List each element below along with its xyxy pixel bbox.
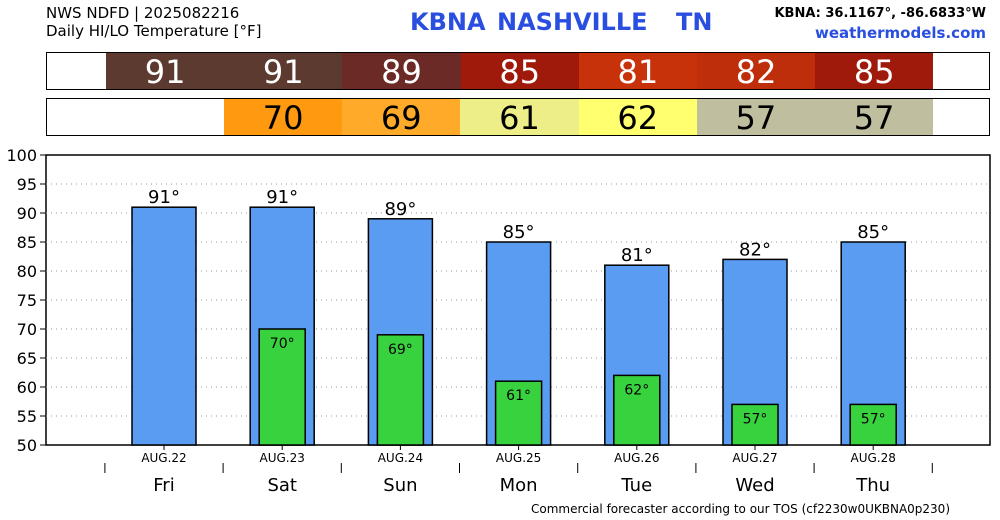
high-value-label: 82° — [739, 239, 771, 260]
day-label: Thu — [855, 475, 890, 496]
y-tick-label: 75 — [17, 291, 37, 310]
low-bar — [494, 380, 543, 446]
low-value-label: 69° — [388, 342, 413, 358]
hi_strip-cell: 85 — [815, 53, 934, 91]
y-tick-label: 65 — [17, 349, 37, 368]
high-value-label: 81° — [621, 245, 653, 266]
high-value-label: 85° — [503, 222, 535, 243]
low-bar — [258, 328, 306, 446]
y-tick-label: 80 — [17, 262, 37, 281]
day-label: Wed — [735, 475, 774, 496]
station-coordinates: KBNA: 36.1167°, -86.6833°W — [774, 6, 986, 21]
high-value-label: 91° — [266, 187, 298, 208]
date-label: AUG.28 — [851, 451, 896, 465]
day-label: Mon — [500, 475, 538, 496]
lo_strip-cell: 57 — [815, 99, 934, 137]
y-tick-label: 90 — [17, 204, 37, 223]
low-value-label: 61° — [506, 388, 531, 404]
low-value-label: 70° — [270, 336, 295, 352]
product-title: NWS NDFD | 2025082216 — [46, 4, 240, 22]
y-tick-label: 85 — [17, 233, 37, 252]
date-label: AUG.22 — [141, 451, 186, 465]
day-label: Sat — [267, 475, 297, 496]
hi_strip-cell: 85 — [460, 53, 579, 91]
hi_strip-cell: 91 — [224, 53, 343, 91]
hi_strip-cell: 91 — [106, 53, 225, 91]
y-tick-label: 60 — [17, 378, 37, 397]
low-temp-strip: 70 69 61 62 57 57 — [46, 98, 990, 137]
lo_strip-cell: 57 — [696, 99, 815, 137]
low-value-label: 57° — [861, 411, 886, 427]
day-label: Sun — [383, 475, 417, 496]
date-label: AUG.27 — [732, 451, 777, 465]
low-bar — [376, 334, 425, 446]
hi_strip-cell: 82 — [697, 53, 816, 91]
lo_strip-cell: 62 — [578, 99, 697, 137]
low-value-label: 57° — [743, 411, 768, 427]
station-id: KBNA — [410, 8, 486, 36]
date-label: AUG.26 — [614, 451, 659, 465]
high-value-label: 85° — [857, 222, 889, 243]
low-value-label: 62° — [624, 382, 649, 398]
city-name: NASHVILLE — [497, 8, 648, 36]
lo_strip-cell: 70 — [224, 99, 343, 137]
date-label: AUG.25 — [496, 451, 541, 465]
low-bar — [613, 374, 661, 446]
y-tick-label: 70 — [17, 320, 37, 339]
variable-title: Daily HI/LO Temperature [°F] — [46, 22, 262, 40]
low-bar — [731, 403, 779, 446]
date-label: AUG.24 — [378, 451, 423, 465]
day-label: Tue — [620, 475, 652, 496]
footer-note: Commercial forecaster according to our T… — [530, 502, 950, 516]
lo_strip-cell: 61 — [460, 99, 579, 137]
high-value-label: 91° — [148, 187, 180, 208]
high-bar — [131, 206, 197, 446]
hi_strip-cell: 81 — [578, 53, 697, 91]
day-label: Fri — [153, 475, 174, 496]
hi_strip-cell: 89 — [342, 53, 461, 91]
y-tick-label: 95 — [17, 175, 37, 194]
y-tick-label: 50 — [17, 436, 37, 455]
y-tick-label: 55 — [17, 407, 37, 426]
date-label: AUG.23 — [260, 451, 305, 465]
y-tick-label: 100 — [6, 146, 37, 165]
website-link[interactable]: weathermodels.com — [814, 24, 986, 42]
lo_strip-cell: 69 — [342, 99, 461, 137]
high-temp-strip: 91 91 89 85 81 82 85 — [46, 52, 990, 91]
high-value-label: 89° — [384, 199, 416, 220]
state-name: TN — [676, 8, 713, 36]
